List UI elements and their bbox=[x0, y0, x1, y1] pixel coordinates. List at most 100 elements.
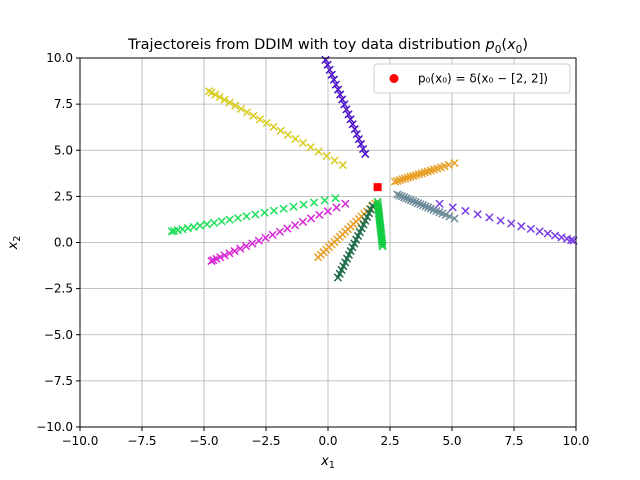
trajectory-point bbox=[261, 233, 270, 242]
trajectory-point bbox=[332, 203, 341, 212]
trajectory-point bbox=[338, 95, 347, 104]
trajectory-point bbox=[409, 171, 418, 181]
trajectory-point bbox=[204, 87, 214, 96]
y-tick-label: 7.5 bbox=[54, 97, 73, 111]
trajectory-point bbox=[241, 242, 251, 251]
legend: p₀(x₀) = δ(x₀ − [2, 2]) bbox=[373, 63, 571, 94]
trajectory-point bbox=[448, 203, 457, 212]
trajectory-point bbox=[298, 217, 308, 226]
trajectory-point bbox=[236, 244, 245, 253]
trajectory-point bbox=[207, 256, 216, 266]
trajectory-point bbox=[306, 143, 315, 152]
trajectory-point bbox=[336, 90, 345, 99]
trajectory-point bbox=[401, 174, 410, 183]
y-tick-label: −5.0 bbox=[44, 328, 73, 342]
trajectory-point bbox=[202, 220, 212, 229]
trajectory-9 bbox=[393, 190, 459, 223]
trajectory-point bbox=[322, 151, 331, 161]
y-tick-label: −2.5 bbox=[44, 282, 73, 296]
trajectory-point bbox=[354, 134, 364, 144]
y-tick-label: 10.0 bbox=[46, 51, 73, 65]
grid bbox=[79, 57, 577, 428]
trajectory-point bbox=[220, 251, 229, 260]
trajectory-point bbox=[344, 110, 353, 119]
y-tick-label: −7.5 bbox=[44, 374, 73, 388]
trajectory-point bbox=[325, 65, 334, 74]
trajectory-point bbox=[323, 207, 332, 216]
data-layer bbox=[167, 55, 578, 282]
legend-label: p₀(x₀) = δ(x₀ − [2, 2]) bbox=[418, 72, 548, 86]
x-tick-label: 0.0 bbox=[318, 434, 337, 448]
trajectory-point bbox=[473, 210, 482, 219]
trajectory-point bbox=[356, 139, 366, 149]
trajectory-point bbox=[526, 224, 535, 234]
trajectory-point bbox=[314, 147, 323, 156]
trajectory-point bbox=[211, 90, 220, 99]
y-tick-label: 0.0 bbox=[54, 236, 73, 250]
trajectory-point bbox=[393, 176, 402, 185]
trajectory-3 bbox=[167, 194, 340, 236]
trajectory-point bbox=[195, 221, 205, 230]
y-tick-label: −10.0 bbox=[36, 420, 73, 434]
trajectory-point bbox=[299, 200, 308, 209]
trajectory-point bbox=[216, 253, 225, 262]
trajectory-point bbox=[260, 208, 269, 217]
target-point bbox=[373, 183, 382, 192]
trajectory-point bbox=[346, 115, 355, 124]
trajectory-point bbox=[269, 122, 278, 131]
trajectory-point bbox=[435, 199, 444, 208]
trajectory-point bbox=[409, 197, 418, 206]
trajectory-point bbox=[329, 75, 339, 84]
trajectory-point bbox=[517, 222, 526, 231]
trajectory-point bbox=[496, 216, 505, 225]
trajectory-point bbox=[217, 217, 226, 226]
trajectory-2 bbox=[204, 87, 348, 170]
trajectory-point bbox=[341, 199, 350, 208]
trajectory-point bbox=[403, 173, 412, 182]
trajectory-point bbox=[279, 204, 288, 213]
trajectory-point bbox=[309, 198, 319, 207]
trajectory-point bbox=[398, 175, 407, 184]
x-tick-label: 10.0 bbox=[563, 434, 590, 448]
trajectory-point bbox=[315, 210, 324, 219]
trajectory-point bbox=[275, 227, 285, 236]
legend-marker bbox=[389, 74, 399, 83]
y-tick-label: 2.5 bbox=[54, 189, 73, 203]
trajectory-point bbox=[423, 203, 433, 212]
ticks: −10.0 −7.5 −5.0 −2.5 0.0 2.5 5.0 7.5 10.0 −10.0 −7… bbox=[36, 51, 589, 448]
trajectory-point bbox=[289, 202, 298, 211]
trajectory-point bbox=[331, 80, 341, 89]
trajectory-point bbox=[358, 144, 368, 154]
trajectory-point bbox=[262, 118, 271, 128]
trajectory-point bbox=[225, 98, 234, 107]
trajectory-point bbox=[543, 229, 552, 238]
trajectory-point bbox=[243, 108, 252, 117]
trajectory-point bbox=[225, 249, 234, 258]
trajectory-point bbox=[231, 101, 240, 110]
trajectory-point bbox=[418, 201, 428, 210]
trajectory-point bbox=[406, 172, 415, 181]
trajectory-point bbox=[535, 227, 544, 236]
trajectory-point bbox=[450, 214, 459, 223]
trajectory-point bbox=[268, 230, 277, 239]
trajectory-point bbox=[416, 200, 425, 209]
trajectory-point bbox=[485, 213, 494, 222]
trajectory-point bbox=[167, 227, 176, 236]
trajectory-point bbox=[397, 192, 406, 201]
trajectory-point bbox=[306, 214, 316, 223]
x-tick-label: −5.0 bbox=[189, 434, 218, 448]
trajectory-point bbox=[557, 233, 566, 242]
trajectory-point bbox=[461, 206, 470, 216]
trajectory-point bbox=[404, 195, 413, 204]
x-axis-label: x1 bbox=[320, 454, 335, 471]
trajectory-point bbox=[249, 111, 258, 120]
trajectory-point bbox=[352, 130, 361, 139]
trajectory-point bbox=[421, 202, 430, 211]
trajectory-point bbox=[333, 85, 343, 94]
trajectory-point bbox=[254, 236, 263, 245]
trajectory-point bbox=[321, 55, 330, 64]
trajectory-point bbox=[298, 138, 308, 148]
trajectory-point bbox=[269, 206, 279, 215]
trajectory-point bbox=[361, 149, 370, 159]
trajectory-point bbox=[395, 191, 404, 200]
